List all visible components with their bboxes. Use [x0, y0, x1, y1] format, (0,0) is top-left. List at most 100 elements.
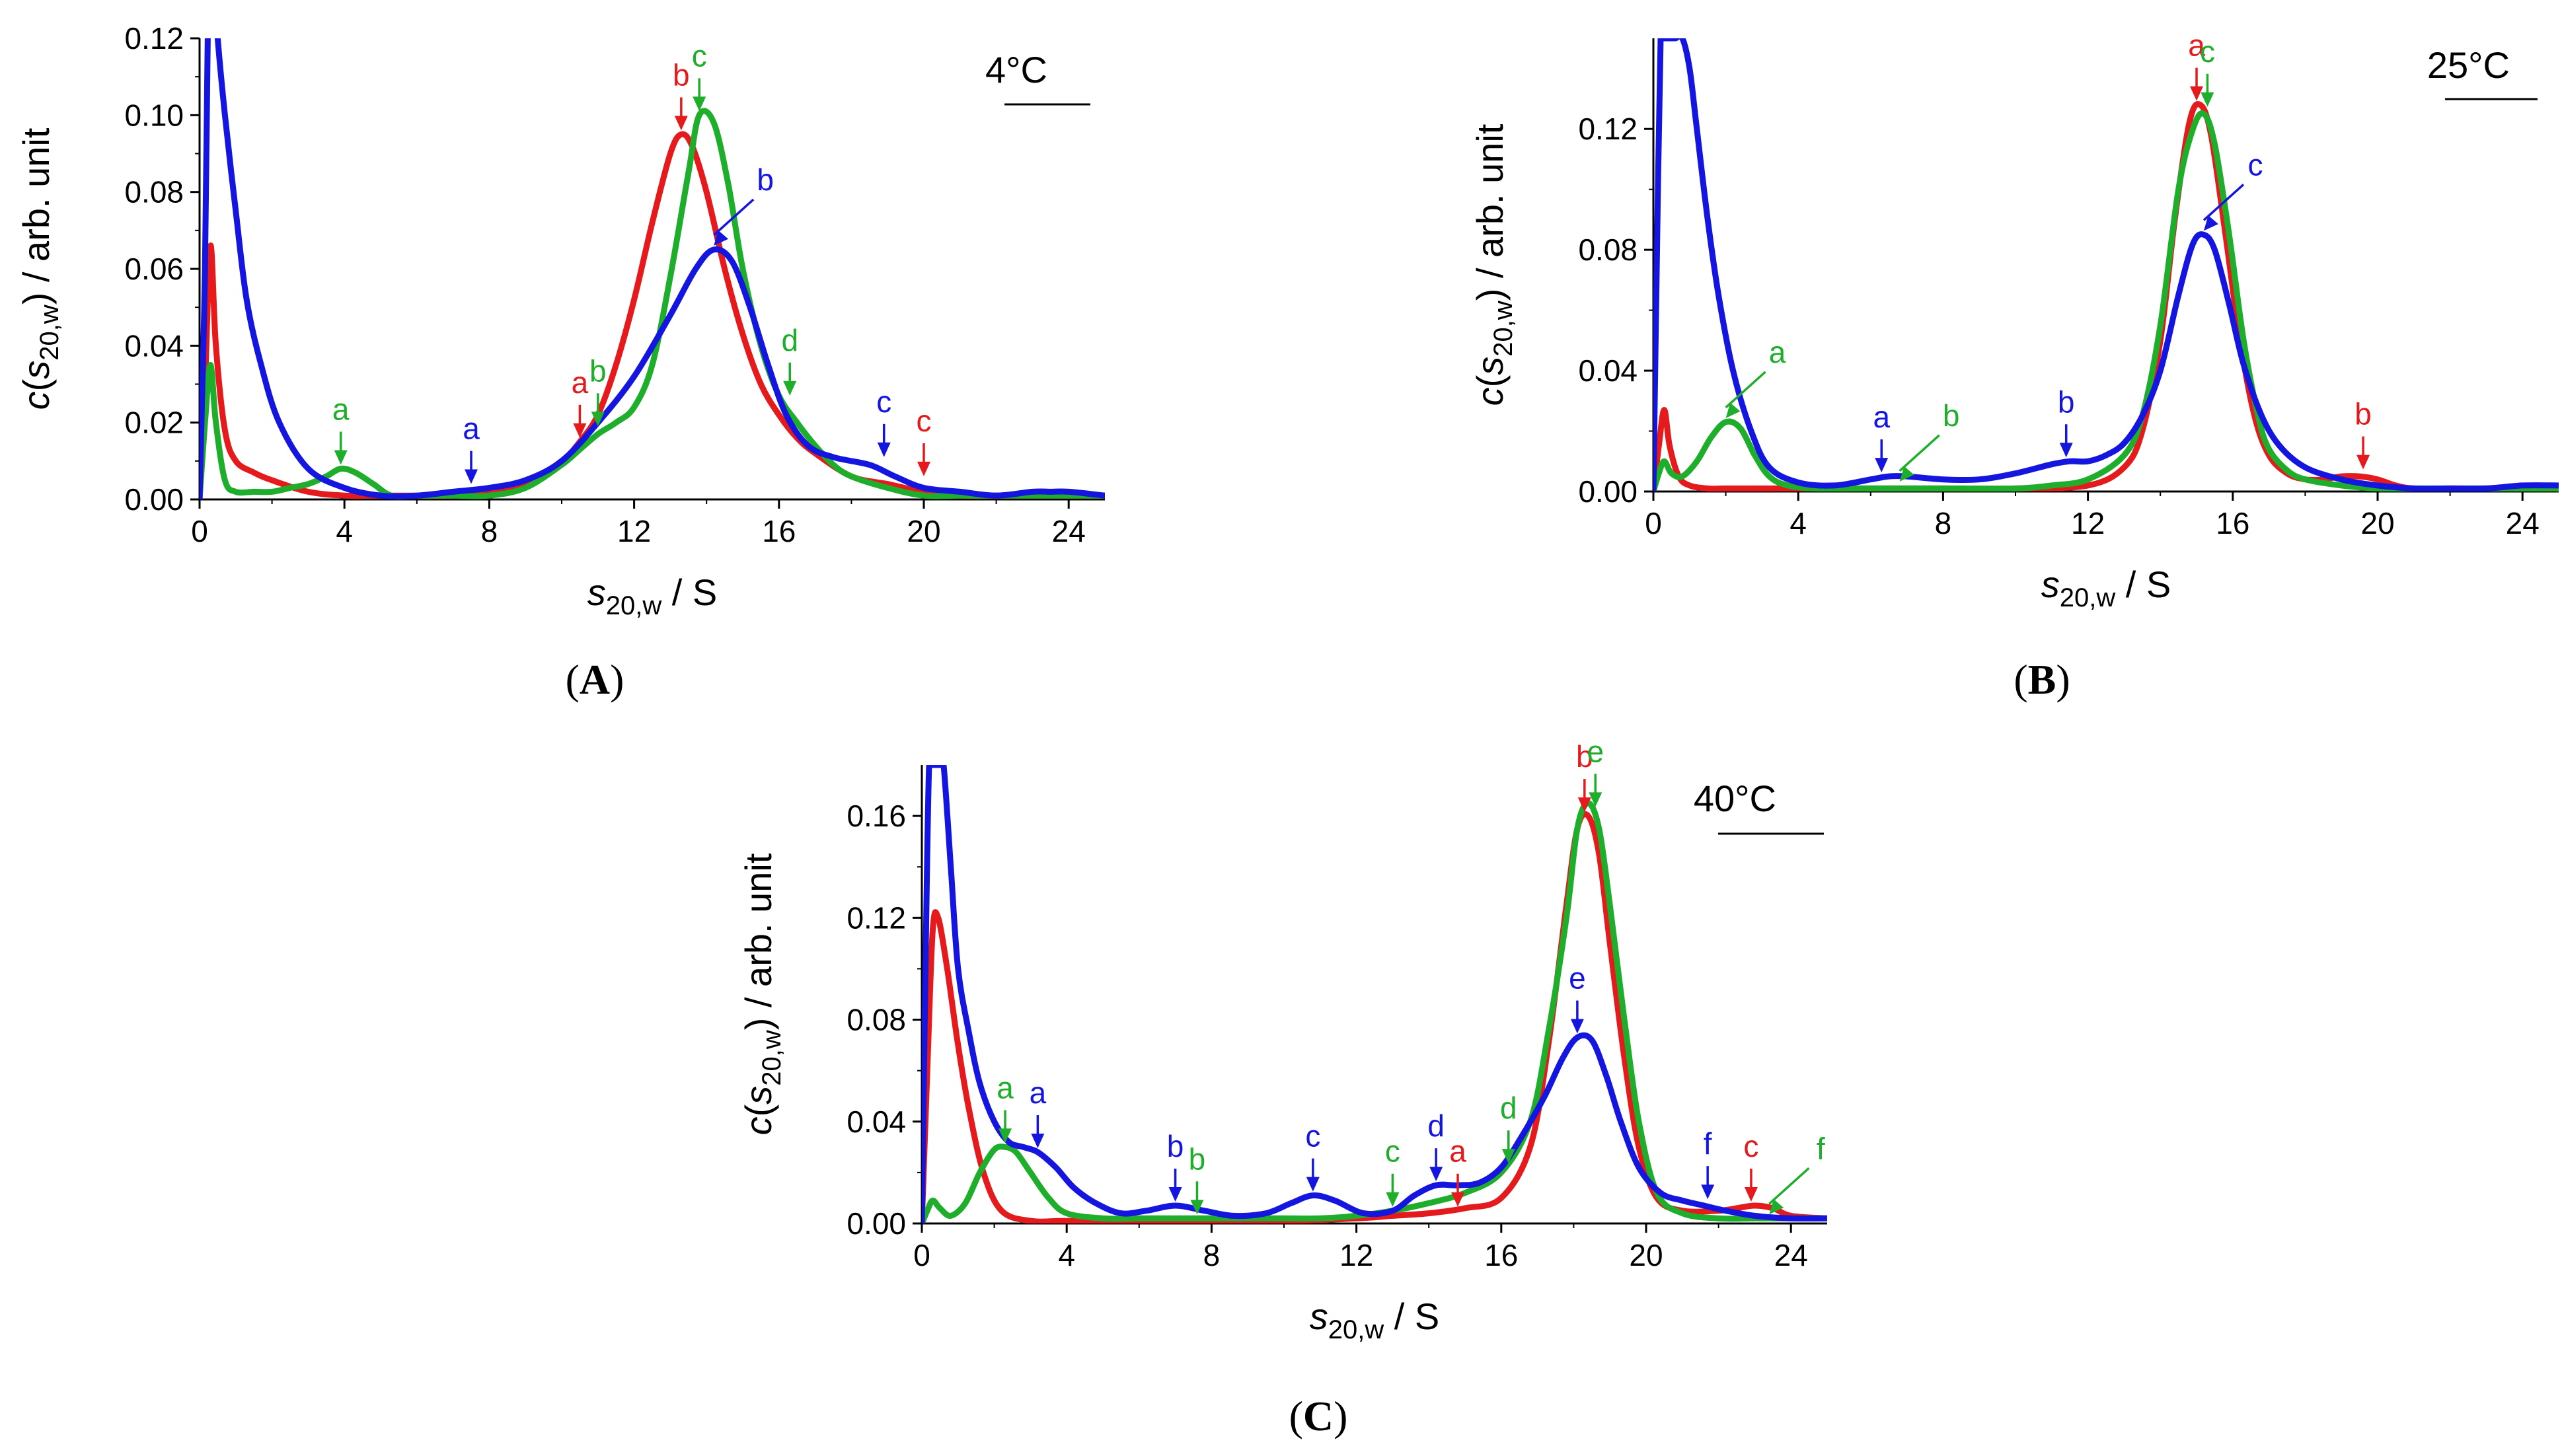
y-axis-title-s: s: [1469, 357, 1511, 375]
annotation-letter: b: [2355, 397, 2372, 431]
annotation-letter: d: [1427, 1109, 1445, 1143]
y-axis-title-subscript: 20,w: [1489, 301, 1518, 357]
annotation-letter: b: [1189, 1142, 1206, 1176]
annotation-arrow-head: [674, 116, 688, 131]
y-axis-title-paren: (: [1469, 375, 1511, 387]
annotation-letter: a: [572, 365, 589, 400]
annotation-letter: a: [1449, 1134, 1466, 1169]
annotation-letter: e: [1587, 734, 1604, 768]
series-line-blue: [200, 38, 1105, 499]
panel-label-open-paren: (: [1289, 1393, 1303, 1439]
annotation-blue-e: e: [1569, 961, 1586, 1034]
annotation-letter: f: [1817, 1131, 1825, 1165]
annotation-arrow-head: [2356, 455, 2370, 470]
annotation-green-a: a: [997, 1070, 1014, 1144]
annotation-red-a: a: [572, 365, 589, 438]
annotation-arrow-head: [2201, 92, 2214, 107]
x-tick-label: 20: [907, 514, 940, 548]
x-tick-label: 20: [1629, 1238, 1663, 1272]
y-tick-label: 0.00: [124, 482, 184, 517]
annotation-letter: b: [589, 353, 607, 388]
y-axis-title-paren: (: [15, 379, 57, 391]
annotation-blue-b: b: [712, 163, 774, 246]
panel-label-close-paren: ): [610, 656, 624, 703]
annotation-green-c: c: [692, 38, 707, 112]
annotation-letter: c: [876, 384, 891, 419]
annotation-letter: b: [1943, 398, 1960, 433]
annotation-arrow-head: [334, 450, 348, 465]
annotation-blue-d: d: [1427, 1109, 1445, 1182]
annotation-arrow-head: [2190, 86, 2203, 101]
temperature-label: 25°C: [2427, 44, 2510, 86]
annotation-green-b: b: [1899, 398, 1960, 482]
panel-label-letter: C: [1303, 1393, 1334, 1439]
annotation-arrow-head: [1744, 1187, 1758, 1202]
annotation-blue-c: c: [876, 384, 891, 457]
annotation-green-b: b: [589, 353, 607, 427]
y-tick-label: 0.08: [1578, 233, 1638, 267]
annotation-red-b: b: [1576, 739, 1593, 813]
annotation-letter: a: [1769, 335, 1786, 369]
annotation-arrow-head: [1769, 1199, 1784, 1215]
y-tick-label: 0.04: [1578, 353, 1638, 388]
annotation-red-c: c: [1743, 1129, 1758, 1202]
annotation-arrow-head: [998, 1128, 1012, 1144]
y-tick-label: 0.00: [847, 1206, 906, 1241]
series-line-green: [200, 108, 1105, 499]
annotation-letter: c: [1305, 1119, 1320, 1153]
x-axis-title: s20,w / S: [1310, 1295, 1440, 1344]
annotation-letter: b: [2058, 384, 2075, 419]
annotation-arrow-head: [573, 423, 587, 438]
annotation-letter: c: [2247, 147, 2263, 182]
x-tick-label: 12: [1339, 1238, 1373, 1272]
annotation-blue-c: c: [1305, 1119, 1320, 1192]
y-tick-label: 0.12: [847, 900, 906, 935]
annotation-letter: d: [1500, 1091, 1517, 1125]
y-tick-label: 0.02: [124, 406, 184, 440]
annotation-red-a: a: [2188, 28, 2205, 101]
annotation-blue-a: a: [463, 412, 480, 484]
annotation-letter: e: [1569, 961, 1586, 996]
annotation-arrow-head: [1451, 1192, 1464, 1207]
annotation-green-b: b: [1189, 1142, 1206, 1215]
x-tick-label: 12: [2071, 506, 2105, 540]
annotation-arrow-shaft: [2203, 183, 2245, 221]
annotation-arrow-head: [1306, 1177, 1320, 1192]
series-line-blue: [1653, 38, 2559, 491]
annotation-red-a: a: [1449, 1134, 1466, 1207]
x-axis-title-unit: / S: [1384, 1295, 1439, 1337]
annotation-arrow-head: [1589, 792, 1602, 807]
y-axis-title-s: s: [737, 1086, 779, 1105]
annotation-arrow-head: [1386, 1192, 1400, 1207]
y-tick-label: 0.08: [847, 1003, 906, 1037]
annotation-letter: a: [463, 412, 480, 446]
x-tick-label: 0: [913, 1238, 930, 1272]
series-group: [200, 38, 1105, 499]
y-axis-title-symbol: c: [737, 1116, 779, 1135]
x-tick-label: 8: [1203, 1238, 1221, 1272]
panel-label-letter: A: [580, 656, 610, 703]
annotation-blue-c: c: [2203, 147, 2263, 231]
x-tick-label: 0: [1645, 506, 1662, 540]
y-axis-title-unit: ) / arb. unit: [1469, 124, 1511, 301]
series-line-blue: [922, 765, 1827, 1223]
x-tick-label: 20: [2360, 506, 2394, 540]
annotation-arrow-head: [2203, 215, 2218, 231]
annotation-letter: c: [1385, 1134, 1400, 1169]
x-axis-title-symbol: s: [1310, 1295, 1328, 1337]
annotation-arrow-shaft: [712, 198, 755, 237]
x-tick-label: 4: [1058, 1238, 1075, 1272]
annotation-arrow-shaft: [1768, 1167, 1810, 1205]
x-axis-title-symbol: s: [2041, 564, 2060, 605]
x-tick-label: 16: [2216, 506, 2249, 540]
series-line-green: [922, 800, 1827, 1223]
annotation-arrow-head: [1429, 1167, 1443, 1182]
annotation-letter: a: [997, 1070, 1014, 1105]
series-line-red: [922, 811, 1827, 1223]
annotation-letter: a: [2188, 28, 2205, 63]
annotation-letter: c: [692, 38, 707, 73]
series-group: [922, 765, 1827, 1223]
annotation-green-f: f: [1768, 1131, 1825, 1215]
y-axis-title-symbol: c: [15, 391, 57, 410]
